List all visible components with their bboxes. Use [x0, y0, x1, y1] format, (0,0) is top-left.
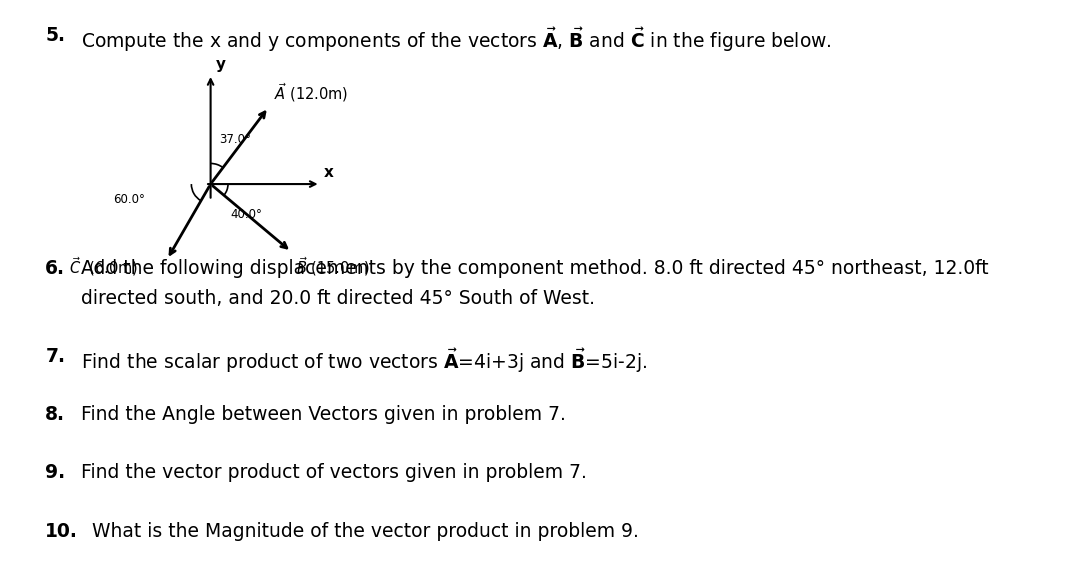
Text: What is the Magnitude of the vector product in problem 9.: What is the Magnitude of the vector prod… [92, 522, 638, 541]
Text: x: x [324, 166, 334, 180]
Text: 8.: 8. [45, 405, 66, 424]
Text: Add the following displacements by the component method. 8.0 ft directed 45° nor: Add the following displacements by the c… [81, 259, 988, 279]
Text: y: y [216, 57, 226, 72]
Text: Compute the x and y components of the vectors $\mathbf{\vec{A}}$, $\mathbf{\vec{: Compute the x and y components of the ve… [81, 26, 832, 54]
Text: 5.: 5. [45, 26, 66, 45]
Text: Find the scalar product of two vectors $\mathbf{\vec{A}}$=4i+3j and $\mathbf{\ve: Find the scalar product of two vectors $… [81, 347, 648, 375]
Text: directed south, and 20.0 ft directed 45° South of West.: directed south, and 20.0 ft directed 45°… [81, 289, 595, 308]
Text: $\vec{A}$ (12.0m): $\vec{A}$ (12.0m) [274, 80, 349, 104]
Text: $\vec{B}$ (15.0m): $\vec{B}$ (15.0m) [296, 255, 369, 278]
Text: Find the vector product of vectors given in problem 7.: Find the vector product of vectors given… [81, 463, 586, 483]
Text: 60.0°: 60.0° [112, 193, 145, 206]
Text: 6.: 6. [45, 259, 66, 279]
Text: 37.0°: 37.0° [219, 132, 251, 146]
Text: Find the Angle between Vectors given in problem 7.: Find the Angle between Vectors given in … [81, 405, 566, 424]
Text: 9.: 9. [45, 463, 66, 483]
Text: $\vec{C}$  (6.0m): $\vec{C}$ (6.0m) [69, 255, 138, 278]
Text: 10.: 10. [45, 522, 78, 541]
Text: 7.: 7. [45, 347, 66, 366]
Text: 40.0°: 40.0° [231, 208, 262, 221]
